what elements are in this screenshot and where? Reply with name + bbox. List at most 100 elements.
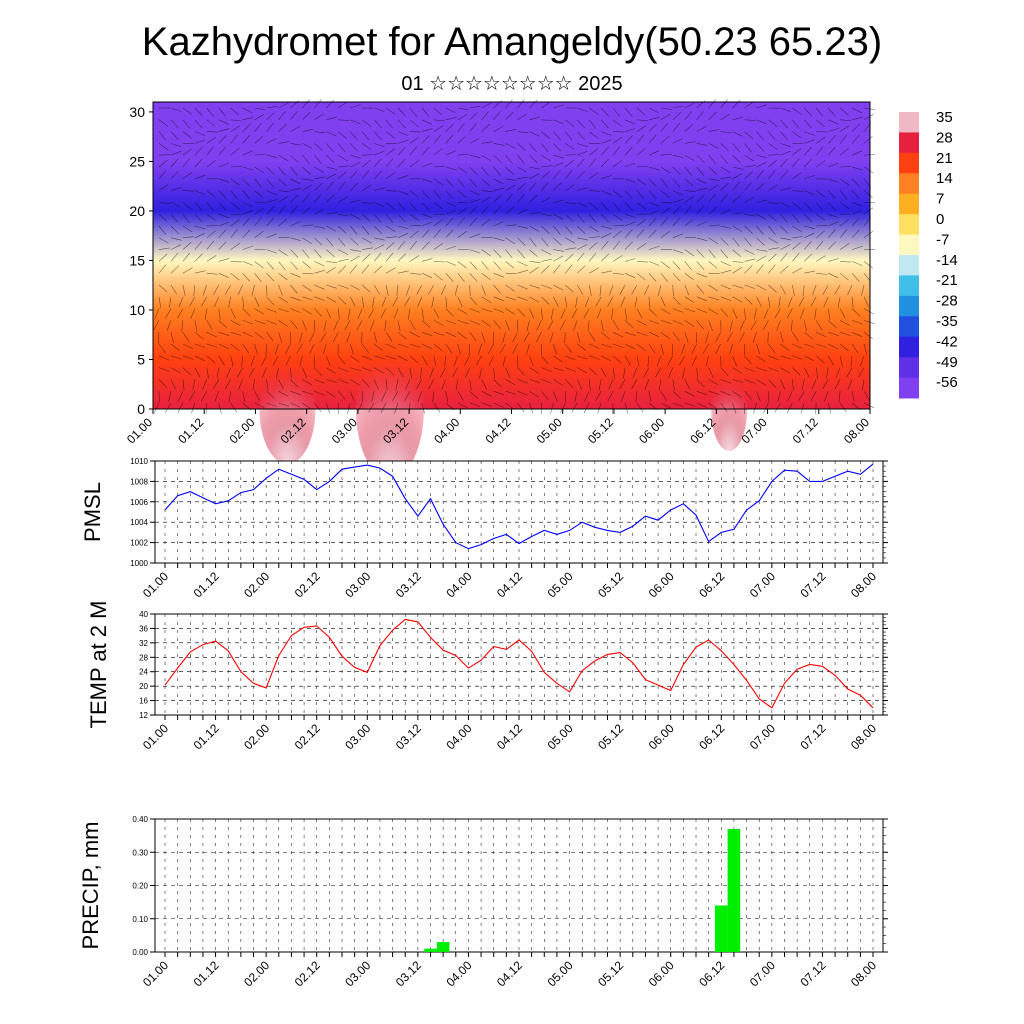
y-tick-label: 40: [139, 610, 148, 619]
x-tick-label: 07.12: [790, 415, 821, 446]
x-tick-label: 07.12: [797, 721, 828, 752]
colorbar-label: -35: [936, 313, 958, 330]
x-tick-label: 07.00: [747, 958, 778, 989]
x-tick-label: 04.12: [482, 415, 513, 446]
x-tick-label: 07.12: [797, 958, 828, 989]
colorbar-swatch: [899, 336, 919, 358]
x-tick-label: 04.12: [494, 958, 525, 989]
x-tick-label: 04.00: [443, 721, 474, 752]
x-tick-label: 08.00: [841, 415, 872, 446]
x-tick-label: 08.00: [848, 721, 879, 752]
cross-section-field: [153, 102, 870, 409]
x-tick-label: 02.12: [292, 569, 323, 600]
x-tick-label: 05.00: [534, 415, 565, 446]
colorbar-swatch: [899, 173, 919, 195]
series-line: [164, 618, 874, 709]
x-tick-label: 05.12: [595, 958, 626, 989]
colorbar-swatch: [899, 132, 919, 154]
x-tick-label: 05.00: [545, 958, 576, 989]
x-tick-label: 07.00: [747, 721, 778, 752]
y-tick-label: 24: [139, 668, 148, 677]
x-tick-label: 05.12: [595, 569, 626, 600]
x-tick-label: 03.00: [342, 721, 373, 752]
y-tick-label: 16: [139, 697, 148, 706]
x-tick-label: 01.00: [124, 415, 155, 446]
x-tick-label: 04.12: [494, 721, 525, 752]
y-axis-title: PRECIP, mm: [78, 822, 103, 950]
y-tick-label: 5: [137, 351, 145, 367]
wind-barbs: [153, 99, 876, 415]
y-tick-label: 1004: [130, 518, 148, 527]
x-tick-label: 04.00: [443, 958, 474, 989]
chart-subtitle: 01 ☆☆☆☆☆☆☆☆ 2025: [401, 73, 623, 95]
x-tick-label: 06.00: [646, 721, 677, 752]
colorbar-label: 28: [936, 129, 953, 146]
y-tick-label: 1006: [130, 498, 148, 507]
y-tick-label: 20: [139, 682, 148, 691]
x-tick-label: 03.00: [329, 415, 360, 446]
colorbar-label: -28: [936, 293, 958, 310]
colorbar-label: 0: [936, 211, 944, 228]
x-tick-label: 07.12: [797, 569, 828, 600]
precip-bar: [715, 905, 728, 952]
x-tick-label: 02.00: [226, 415, 257, 446]
x-tick-label: 05.00: [545, 721, 576, 752]
x-tick-label: 05.00: [545, 569, 576, 600]
y-tick-label: 30: [129, 104, 145, 120]
x-tick-label: 01.00: [140, 721, 171, 752]
x-tick-label: 08.00: [848, 958, 879, 989]
colorbar-swatch: [899, 255, 919, 276]
x-tick-label: 03.00: [342, 958, 373, 989]
y-tick-label: 15: [129, 252, 145, 268]
chart-title: Kazhydromet for Amangeldy(50.23 65.23): [141, 20, 883, 64]
colorbar-swatch: [899, 234, 919, 256]
precip-bar: [424, 948, 437, 952]
x-tick-label: 01.12: [191, 721, 222, 752]
colorbar-swatch: [899, 377, 919, 399]
y-tick-label: 1010: [130, 457, 148, 466]
colorbar-label: 7: [936, 191, 944, 208]
colorbar-label: -49: [936, 354, 958, 371]
x-tick-label: 02.00: [241, 721, 272, 752]
y-tick-label: 28: [139, 653, 148, 662]
y-tick-label: 32: [139, 639, 148, 648]
y-tick-label: 25: [129, 153, 145, 169]
colorbar-label: -21: [936, 272, 958, 289]
colorbar-label: 35: [936, 109, 953, 126]
panel-precip-mm: 0.00 0.10 0.20 0.30 0.40 01.00 01.12 02.00 02.12…: [78, 815, 888, 989]
y-tick-label: 0.20: [132, 882, 148, 891]
x-tick-label: 01.12: [175, 415, 206, 446]
colorbar-swatch: [899, 275, 919, 297]
panel-pmsl: 1000 1002 1004 1006 1008 1010 01.00 01.12 02.00 0…: [80, 457, 888, 600]
y-tick-label: 0.00: [132, 948, 148, 957]
y-tick-label: 0.10: [132, 915, 148, 924]
x-tick-label: 02.12: [292, 721, 323, 752]
colorbar-swatch: [899, 295, 919, 317]
colorbar-label: -56: [936, 374, 958, 391]
y-tick-label: 12: [139, 711, 148, 720]
x-tick-label: 01.00: [140, 569, 171, 600]
x-tick-label: 06.12: [696, 569, 727, 600]
y-tick-label: 0.40: [132, 815, 148, 824]
x-tick-label: 01.12: [191, 569, 222, 600]
panel-temp-at-2-m: 12 16 20 24 28 32 36 40 01.00 01.12 02.00 02.12 03.0…: [86, 601, 888, 752]
colorbar-label: -14: [936, 252, 958, 269]
y-tick-label: 0.30: [132, 848, 148, 857]
colorbar-swatch: [899, 214, 919, 236]
y-axis-title: PMSL: [80, 482, 105, 542]
y-tick-label: 20: [129, 203, 145, 219]
x-tick-label: 08.00: [848, 569, 879, 600]
y-tick-label: 10: [129, 302, 145, 318]
colorbar-swatch: [899, 152, 919, 174]
x-tick-label: 06.00: [646, 958, 677, 989]
colorbar-label: 21: [936, 150, 953, 167]
y-tick-label: 0: [137, 401, 145, 417]
x-tick-label: 07.00: [747, 569, 778, 600]
x-tick-label: 05.12: [585, 415, 616, 446]
colorbar-label: -42: [936, 333, 958, 350]
precip-bar: [436, 942, 450, 952]
colorbar-swatch: [899, 316, 919, 338]
colorbar: 35 28 21 14 7 0 -7 -14 -21 -28 -35 -42 -49 -56: [899, 109, 958, 399]
x-tick-label: 04.00: [443, 569, 474, 600]
